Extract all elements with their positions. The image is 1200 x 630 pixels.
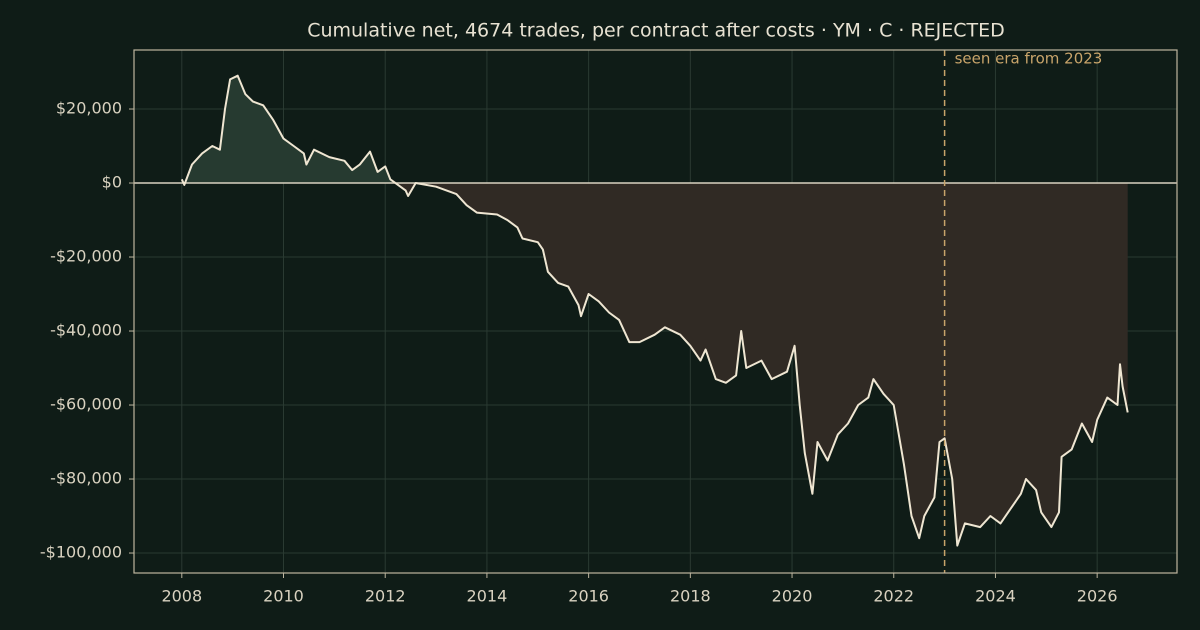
x-tick-label: 2016 — [568, 587, 609, 606]
x-tick-label: 2010 — [263, 587, 304, 606]
y-tick-label: $0 — [102, 173, 122, 192]
y-tick-label: $20,000 — [56, 99, 122, 118]
y-tick-label: -$100,000 — [40, 543, 122, 562]
area-below — [183, 183, 1128, 546]
chart-title: Cumulative net, 4674 trades, per contrac… — [307, 20, 1005, 42]
x-tick-label: 2018 — [670, 587, 711, 606]
marker-label: seen era from 2023 — [955, 50, 1103, 68]
x-tick-label: 2022 — [873, 587, 914, 606]
plot-frame — [133, 49, 1178, 574]
x-tick-label: 2026 — [1077, 587, 1118, 606]
x-tick-label: 2008 — [161, 587, 202, 606]
y-tick-label: -$80,000 — [50, 469, 122, 488]
x-tick-label: 2014 — [467, 587, 508, 606]
x-tick-label: 2012 — [365, 587, 406, 606]
x-tick-label: 2020 — [772, 587, 813, 606]
y-tick-label: -$40,000 — [50, 321, 122, 340]
line — [180, 74, 1129, 547]
y-tick-label: -$60,000 — [50, 395, 122, 414]
area-above — [181, 75, 1128, 184]
y-tick-label: -$20,000 — [50, 247, 122, 266]
x-tick-label: 2024 — [975, 587, 1016, 606]
